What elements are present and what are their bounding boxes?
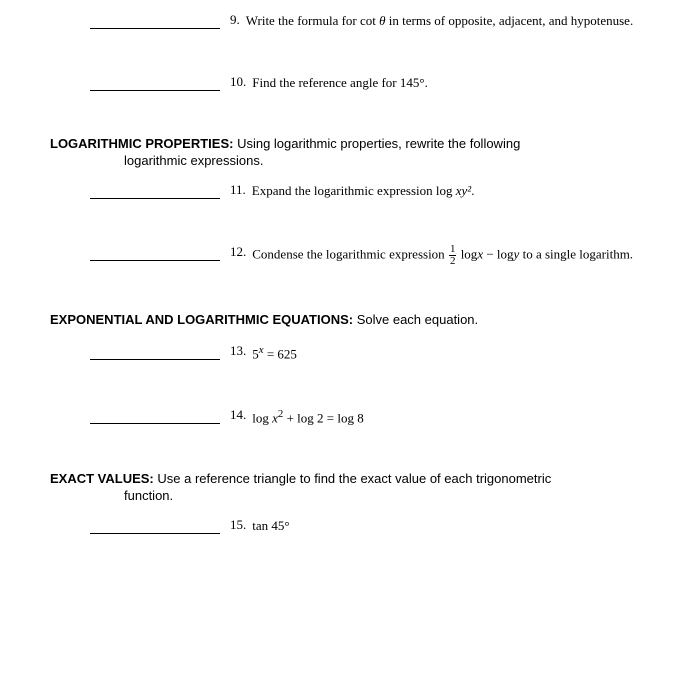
q11-text-b: . [471, 183, 474, 198]
q12-frac-num: 1 [449, 244, 457, 256]
answer-blank-10[interactable] [90, 77, 220, 91]
question-14: 14. log x2 + log 2 = log 8 [90, 407, 641, 427]
q-text-12: Condense the logarithmic expression 12 l… [252, 244, 633, 267]
q12-frac-den: 2 [449, 256, 457, 267]
question-10: 10. Find the reference angle for 145°. [90, 74, 641, 92]
question-11: 11. Expand the logarithmic expression lo… [90, 182, 641, 200]
q9-text-a: Write the formula for cot [246, 13, 379, 28]
section-title-log: LOGARITHMIC PROPERTIES: [50, 136, 237, 151]
answer-blank-14[interactable] [90, 410, 220, 424]
section-desc-exact: Use a reference triangle to find the exa… [157, 471, 551, 486]
q-text-9: Write the formula for cot θ in terms of … [246, 12, 633, 30]
section-sub-exact: function. [124, 488, 641, 503]
q14-text-a: log [252, 410, 272, 425]
q13-text-b: = 625 [264, 346, 297, 361]
q-number-9: 9. [230, 12, 240, 28]
answer-blank-13[interactable] [90, 346, 220, 360]
question-15: 15. tan 45° [90, 517, 641, 535]
q-number-10: 10. [230, 74, 246, 90]
section-exp-log: EXPONENTIAL AND LOGARITHMIC EQUATIONS: S… [50, 311, 641, 329]
q9-text-b: in terms of opposite, adjacent, and hypo… [386, 13, 634, 28]
q-number-13: 13. [230, 343, 246, 359]
q-number-12: 12. [230, 244, 246, 260]
q-number-14: 14. [230, 407, 246, 423]
q-text-15: tan 45° [252, 517, 289, 535]
section-title-exact: EXACT VALUES: [50, 471, 157, 486]
section-sub-log: logarithmic expressions. [124, 153, 641, 168]
q14-text-b: + log 2 = log 8 [283, 410, 363, 425]
section-log-props-line1: LOGARITHMIC PROPERTIES: Using logarithmi… [50, 135, 641, 153]
question-12: 12. Condense the logarithmic expression … [90, 244, 641, 267]
q-text-10: Find the reference angle for 145°. [252, 74, 428, 92]
answer-blank-9[interactable] [90, 15, 220, 29]
section-exact-line1: EXACT VALUES: Use a reference triangle t… [50, 470, 641, 488]
q-text-14: log x2 + log 2 = log 8 [252, 407, 363, 427]
question-13: 13. 5x = 625 [90, 343, 641, 363]
section-desc-log: Using logarithmic properties, rewrite th… [237, 136, 520, 151]
q-number-11: 11. [230, 182, 246, 198]
q12-frac: 12 [449, 244, 457, 267]
answer-blank-12[interactable] [90, 247, 220, 261]
section-title-exp: EXPONENTIAL AND LOGARITHMIC EQUATIONS: [50, 312, 357, 327]
section-desc-exp: Solve each equation. [357, 312, 478, 327]
q11-text-a: Expand the logarithmic expression log [252, 183, 456, 198]
q-number-15: 15. [230, 517, 246, 533]
q12-minus: − log [483, 246, 513, 261]
q11-expr: xy² [456, 183, 471, 198]
answer-blank-15[interactable] [90, 520, 220, 534]
q-text-11: Expand the logarithmic expression log xy… [252, 182, 475, 200]
question-9: 9. Write the formula for cot θ in terms … [90, 12, 641, 30]
section-exact-vals: EXACT VALUES: Use a reference triangle t… [50, 470, 641, 503]
q-text-13: 5x = 625 [252, 343, 297, 363]
q12-text-a: Condense the logarithmic expression [252, 246, 448, 261]
answer-blank-11[interactable] [90, 185, 220, 199]
q12-text-b: to a single logarithm. [519, 246, 633, 261]
section-log-props: LOGARITHMIC PROPERTIES: Using logarithmi… [50, 135, 641, 168]
q12-expr1: log [457, 246, 477, 261]
